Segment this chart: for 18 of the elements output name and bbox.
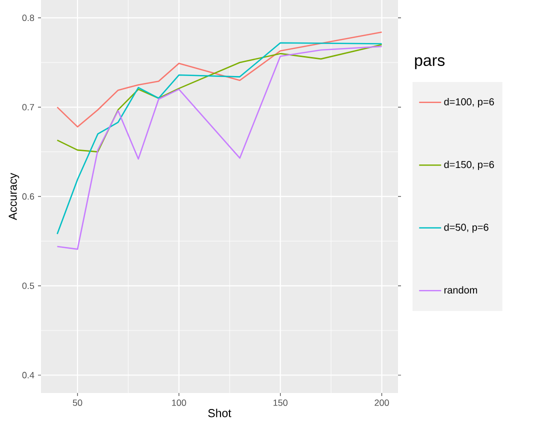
line-series [56,31,382,128]
y-axis-title: Accuracy [8,172,20,220]
legend-label: d=50, p=6 [444,223,488,233]
x-tick-label: 100 [172,400,186,406]
y-tick-label: 0.8 [22,14,34,22]
y-tick-label: 0.5 [22,282,34,289]
x-axis-title: Shot [208,408,232,418]
x-tick-label: 50 [72,400,82,406]
y-tick-label: 0.4 [22,372,34,378]
x-tick-label: 200 [374,400,389,406]
y-tick-label: 0.7 [22,104,34,110]
x-tick-label: 150 [274,400,288,406]
legend-title: pars [415,57,445,70]
legend-label: random [444,286,478,294]
legend-label: d=100, p=6 [444,98,494,108]
line-series [56,44,382,152]
y-tick-label: 0.6 [22,193,34,200]
legend-label: d=150, p=6 [444,160,494,170]
